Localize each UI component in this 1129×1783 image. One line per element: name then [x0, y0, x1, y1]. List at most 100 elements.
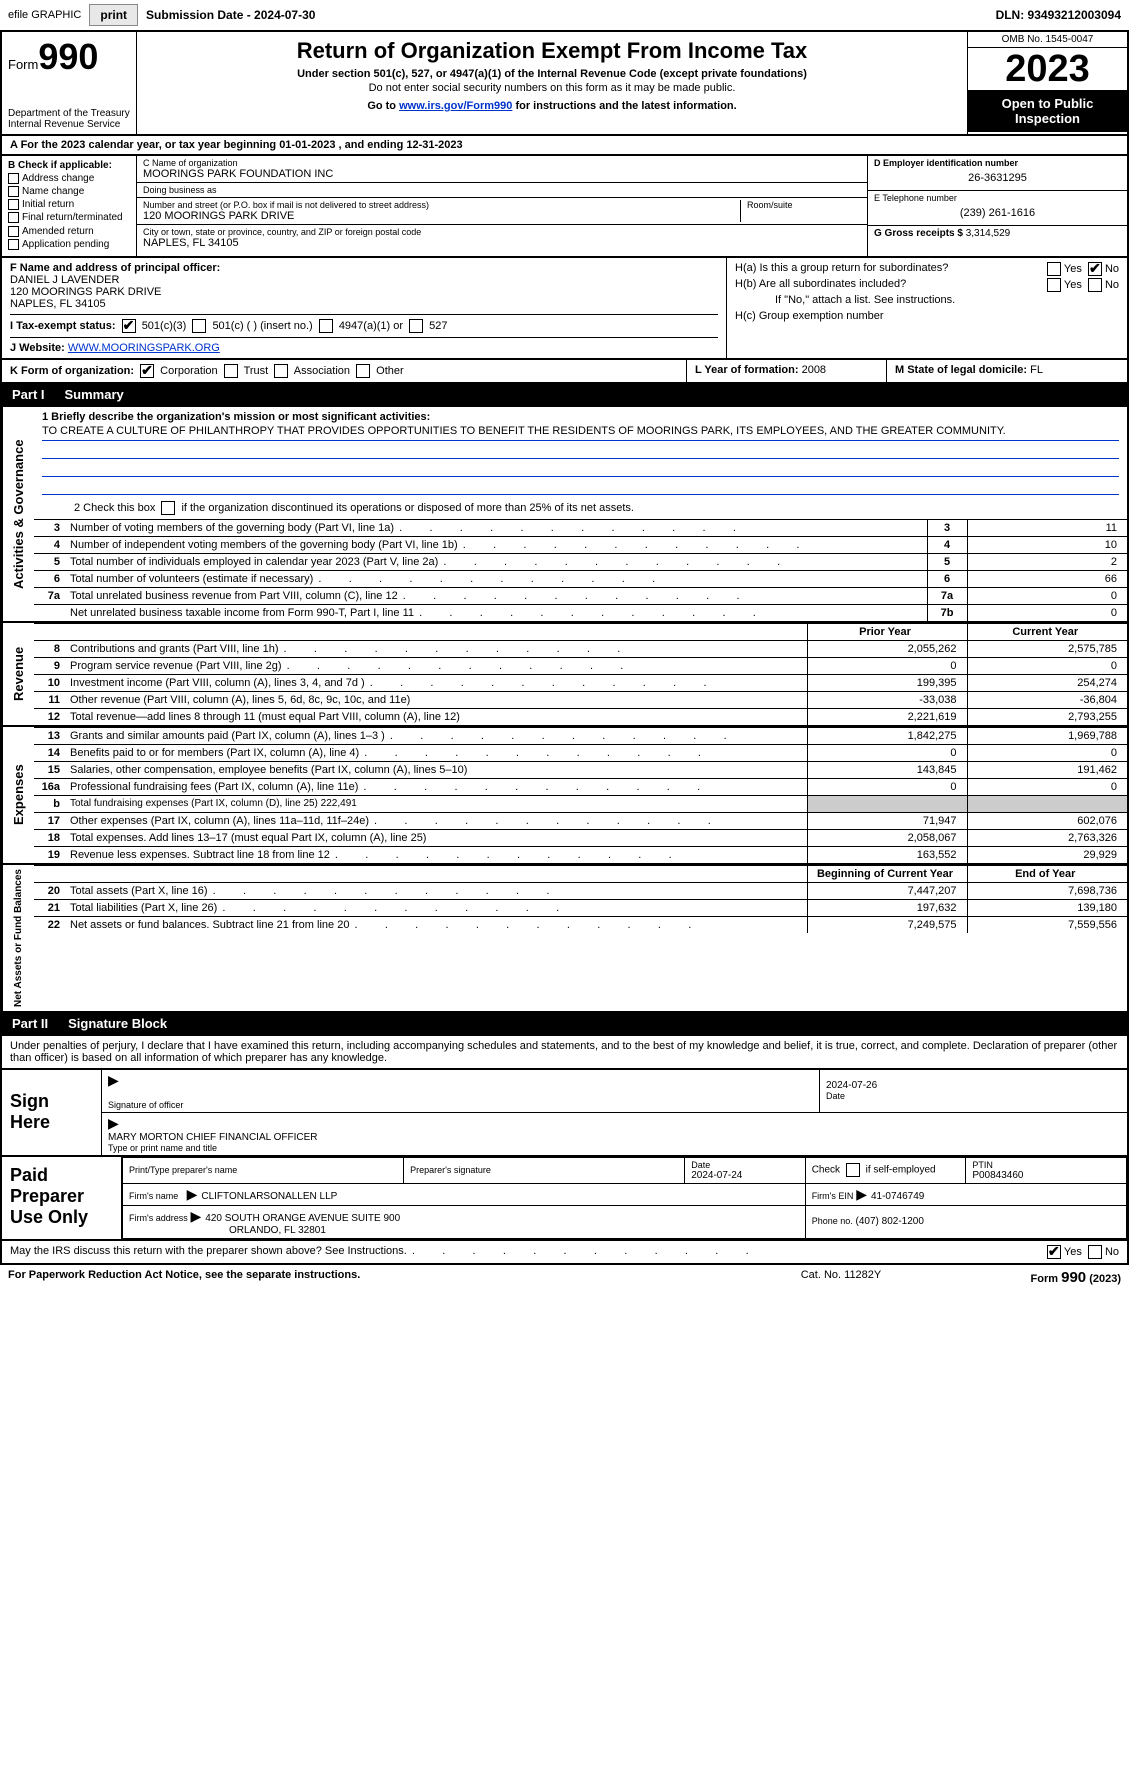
box-c: C Name of organization MOORINGS PARK FOU… — [137, 156, 867, 256]
lbl-app-pending: Application pending — [22, 239, 109, 250]
l10-prior: 199,395 — [807, 674, 967, 691]
l22-num: 22 — [34, 916, 64, 933]
calendar-year-row: A For the 2023 calendar year, or tax yea… — [0, 136, 1129, 156]
l9-num: 9 — [34, 657, 64, 674]
line-2-text-pre: 2 Check this box — [74, 502, 158, 514]
lines-13-19: 13Grants and similar amounts paid (Part … — [34, 727, 1127, 863]
chk-initial-return[interactable] — [8, 199, 19, 210]
paid-preparer-label: Paid Preparer Use Only — [2, 1157, 122, 1239]
lines-20-22: Beginning of Current YearEnd of Year 20T… — [34, 865, 1127, 933]
mission-blank-2 — [42, 459, 1119, 477]
chk-trust[interactable] — [224, 364, 238, 378]
lbl-amended: Amended return — [22, 226, 94, 237]
l3-desc: Number of voting members of the governin… — [64, 519, 927, 536]
lbl-hb-no: No — [1105, 279, 1119, 291]
part-1-tag: Part I — [12, 387, 45, 402]
website-link[interactable]: WWW.MOORINGSPARK.ORG — [68, 342, 220, 354]
box-d-e-g: D Employer identification number 26-3631… — [867, 156, 1127, 256]
tab-net-assets: Net Assets or Fund Balances — [2, 865, 34, 1011]
l12-curr: 2,793,255 — [967, 708, 1127, 725]
lbl-hb-yes: Yes — [1064, 279, 1082, 291]
street-label: Number and street (or P.O. box if mail i… — [143, 200, 740, 210]
l17-num: 17 — [34, 812, 64, 829]
l22-begin: 7,249,575 — [807, 916, 967, 933]
hc-label: H(c) Group exemption number — [735, 310, 1119, 322]
chk-501c[interactable] — [192, 319, 206, 333]
chk-corp[interactable] — [140, 364, 154, 378]
l21-num: 21 — [34, 899, 64, 916]
chk-assoc[interactable] — [274, 364, 288, 378]
chk-amended[interactable] — [8, 226, 19, 237]
revenue-section: Revenue Prior YearCurrent Year 8Contribu… — [0, 623, 1129, 727]
l3-val: 11 — [967, 519, 1127, 536]
ptin-label: PTIN — [972, 1160, 1120, 1170]
perjury-declaration: Under penalties of perjury, I declare th… — [0, 1036, 1129, 1070]
lines-8-12: Prior YearCurrent Year 8Contributions an… — [34, 623, 1127, 725]
header-mid: Return of Organization Exempt From Incom… — [137, 32, 967, 134]
ha-label: H(a) Is this a group return for subordin… — [735, 262, 948, 274]
l22-end: 7,559,556 — [967, 916, 1127, 933]
l16b-prior-shade — [807, 795, 967, 812]
chk-app-pending[interactable] — [8, 239, 19, 250]
box-i-label: I Tax-exempt status: — [10, 320, 116, 332]
chk-final-return[interactable] — [8, 212, 19, 223]
box-m-label: M State of legal domicile: — [895, 364, 1027, 376]
chk-ha-yes[interactable] — [1047, 262, 1061, 276]
goto-pre: Go to — [367, 100, 399, 112]
chk-ha-no[interactable] — [1088, 262, 1102, 276]
efile-label: efile GRAPHIC — [8, 9, 81, 21]
chk-discuss-no[interactable] — [1088, 1245, 1102, 1259]
chk-501c3[interactable] — [122, 319, 136, 333]
chk-name-change[interactable] — [8, 186, 19, 197]
form-header: Form990 Department of the Treasury Inter… — [0, 32, 1129, 136]
l16b-num: b — [34, 795, 64, 812]
form-subtitle: Under section 501(c), 527, or 4947(a)(1)… — [145, 68, 959, 80]
chk-hb-yes[interactable] — [1047, 278, 1061, 292]
chk-discuss-yes[interactable] — [1047, 1245, 1061, 1259]
lbl-corp: Corporation — [160, 365, 217, 377]
l19-prior: 163,552 — [807, 846, 967, 863]
l11-num: 11 — [34, 691, 64, 708]
firm-name: CLIFTONLARSONALLEN LLP — [187, 1191, 338, 1202]
l14-desc: Benefits paid to or for members (Part IX… — [64, 744, 807, 761]
form-title: Return of Organization Exempt From Incom… — [145, 38, 959, 64]
officer-printed-name: MARY MORTON CHIEF FINANCIAL OFFICER — [108, 1132, 1121, 1143]
rev-hdr-blank — [34, 623, 64, 640]
l5-box: 5 — [927, 553, 967, 570]
gross-receipts-label: G Gross receipts $ — [874, 228, 963, 239]
col-end-year: End of Year — [967, 865, 1127, 882]
l8-desc: Contributions and grants (Part VIII, lin… — [64, 640, 807, 657]
l8-prior: 2,055,262 — [807, 640, 967, 657]
l7a-box: 7a — [927, 587, 967, 604]
chk-other[interactable] — [356, 364, 370, 378]
hb-label: H(b) Are all subordinates included? — [735, 278, 906, 290]
chk-4947[interactable] — [319, 319, 333, 333]
na-hdr-desc — [64, 865, 807, 882]
chk-address-change[interactable] — [8, 173, 19, 184]
l6-box: 6 — [927, 570, 967, 587]
l15-num: 15 — [34, 761, 64, 778]
print-button[interactable]: print — [89, 4, 138, 26]
ssn-warning: Do not enter social security numbers on … — [145, 82, 959, 94]
instructions-link[interactable]: www.irs.gov/Form990 — [399, 100, 512, 112]
footer-form-post: (2023) — [1086, 1273, 1121, 1285]
gross-receipts-value: 3,314,529 — [966, 228, 1011, 239]
na-hdr-blank — [34, 865, 64, 882]
l21-begin: 197,632 — [807, 899, 967, 916]
chk-discontinued[interactable] — [161, 501, 175, 515]
l21-end: 139,180 — [967, 899, 1127, 916]
box-b: B Check if applicable: Address change Na… — [2, 156, 137, 256]
officer-addr1: 120 MOORINGS PARK DRIVE — [10, 286, 718, 298]
officer-block: F Name and address of principal officer:… — [0, 258, 1129, 360]
chk-527[interactable] — [409, 319, 423, 333]
chk-hb-no[interactable] — [1088, 278, 1102, 292]
submission-date: Submission Date - 2024-07-30 — [146, 8, 315, 22]
l19-curr: 29,929 — [967, 846, 1127, 863]
lbl-name-change: Name change — [22, 186, 84, 197]
chk-self-employed[interactable] — [846, 1163, 860, 1177]
l16a-prior: 0 — [807, 778, 967, 795]
l16b-desc: Total fundraising expenses (Part IX, col… — [64, 795, 807, 812]
l9-curr: 0 — [967, 657, 1127, 674]
l18-desc: Total expenses. Add lines 13–17 (must eq… — [64, 829, 807, 846]
l16a-curr: 0 — [967, 778, 1127, 795]
